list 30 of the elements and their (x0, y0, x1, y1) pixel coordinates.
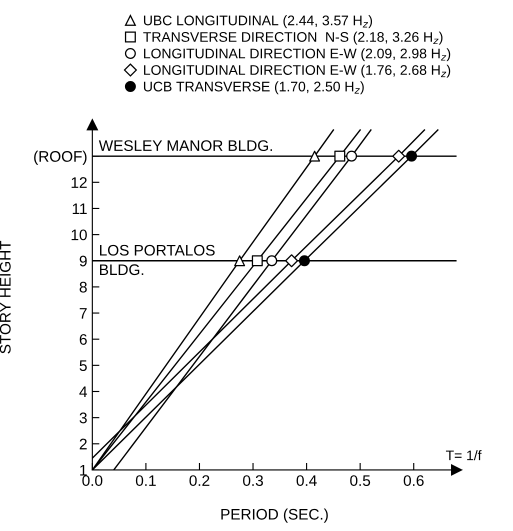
x-tick-label: 0.1 (136, 475, 156, 486)
legend-label: TRANSVERSE DIRECTION N-S (2.18, 3.26 H$_{z}$) (143, 32, 442, 45)
y-tick-label: 8 (80, 282, 87, 293)
ref-line-label: WESLEY MANOR BLDG. (98, 140, 272, 152)
y-tick-label: 3 (80, 412, 87, 424)
x-tick-label: 0.5 (350, 475, 370, 486)
y-tick-label: 7 (80, 308, 87, 319)
y-tick-label: 12 (72, 177, 87, 188)
legend-label: LONGITUDINAL DIRECTION E-W (1.76, 2.68 H$_{z}$) (144, 64, 450, 78)
y-tick-label: 1 (80, 464, 87, 476)
y-tick-label: 5 (80, 360, 87, 372)
legend-label: UCB TRANSVERSE (1.70, 2.50 H$_{z}$) (144, 81, 364, 94)
ref-line-label: LOS PORTALOS BLDG. (100, 244, 215, 276)
y-tick-label: 9 (80, 256, 87, 266)
legend-label: LONGITUDINAL DIRECTION E-W (2.09, 2.98 H$_{z}$) (144, 48, 450, 62)
legend-label: UBC LONGITUDINAL (2.44, 3.57 H$_{z}$) (144, 15, 372, 28)
x-tick-label: 0.3 (243, 475, 263, 486)
y-tick-label: 2 (80, 438, 87, 450)
y-tick-label: (ROOF) (34, 150, 87, 165)
x-tick-label: 0.4 (296, 475, 317, 486)
x-tick-label: 0.0 (82, 475, 102, 486)
x-tick-label: 0.2 (189, 475, 210, 486)
y-tick-label: 4 (79, 386, 88, 398)
annotation: T= 1/f (446, 450, 482, 460)
y-tick-label: 6 (80, 334, 87, 345)
y-tick-label: 10 (72, 229, 87, 240)
y-axis-title: STORY HEIGHT (0, 240, 11, 354)
x-axis-title: PERIOD (SEC.) (221, 508, 328, 523)
x-tick-label: 0.6 (404, 475, 424, 486)
y-tick-label: 11 (72, 203, 87, 214)
